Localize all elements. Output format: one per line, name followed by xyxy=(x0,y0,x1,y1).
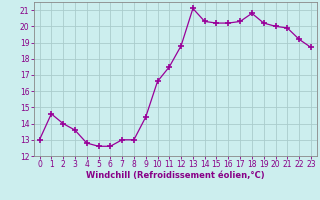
X-axis label: Windchill (Refroidissement éolien,°C): Windchill (Refroidissement éolien,°C) xyxy=(86,171,265,180)
